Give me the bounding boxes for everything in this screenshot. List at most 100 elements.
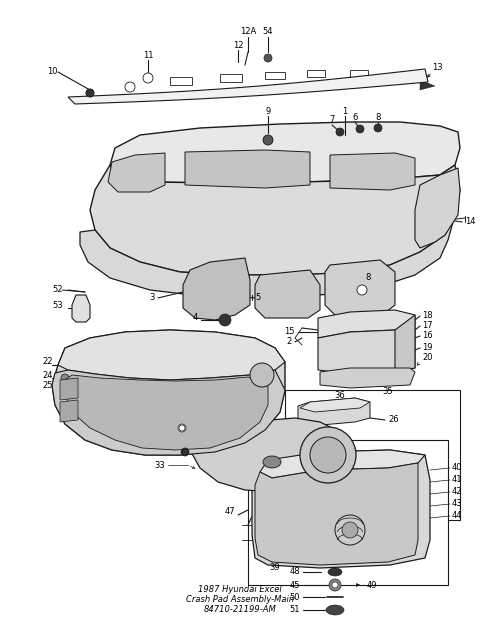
Text: 43: 43	[452, 499, 463, 509]
Text: 28: 28	[318, 436, 329, 444]
Text: 44: 44	[452, 512, 463, 520]
Text: 25: 25	[42, 381, 52, 389]
Polygon shape	[420, 80, 435, 90]
Polygon shape	[330, 153, 415, 190]
Circle shape	[336, 128, 344, 136]
Circle shape	[178, 424, 186, 432]
Circle shape	[250, 363, 274, 387]
Text: 30: 30	[318, 454, 329, 462]
Polygon shape	[72, 295, 90, 322]
Text: 29: 29	[318, 444, 328, 454]
Ellipse shape	[326, 605, 344, 615]
Text: 84710-21199-AM: 84710-21199-AM	[204, 605, 276, 615]
Text: 53: 53	[52, 301, 62, 310]
Polygon shape	[190, 418, 358, 492]
Polygon shape	[185, 150, 310, 188]
Circle shape	[263, 135, 273, 145]
Circle shape	[374, 124, 382, 132]
Polygon shape	[252, 450, 430, 568]
Text: 12: 12	[233, 41, 243, 49]
Circle shape	[143, 73, 153, 83]
Circle shape	[357, 285, 367, 295]
Text: 40: 40	[452, 464, 463, 472]
Bar	[248, 440, 448, 585]
Text: 21: 21	[155, 436, 165, 444]
Text: 3: 3	[150, 293, 155, 303]
Polygon shape	[395, 315, 415, 372]
Text: 45: 45	[289, 580, 300, 590]
Text: 48: 48	[289, 567, 300, 577]
Text: 9: 9	[265, 107, 271, 117]
Circle shape	[86, 89, 94, 97]
Text: 20: 20	[422, 354, 432, 363]
Text: 36: 36	[335, 391, 346, 399]
Text: 23: 23	[237, 358, 247, 366]
Text: 12A: 12A	[240, 27, 256, 36]
Bar	[350, 70, 368, 77]
Text: 14: 14	[465, 218, 476, 227]
Text: 54: 54	[263, 27, 273, 36]
Polygon shape	[68, 69, 428, 104]
Polygon shape	[300, 398, 370, 412]
Circle shape	[264, 54, 272, 62]
Circle shape	[179, 425, 185, 431]
Text: 38: 38	[249, 447, 260, 457]
Circle shape	[181, 448, 189, 456]
Ellipse shape	[328, 568, 342, 576]
Polygon shape	[183, 258, 250, 320]
Bar	[285, 390, 460, 520]
Polygon shape	[60, 400, 78, 422]
Text: 5: 5	[255, 293, 260, 303]
Bar	[220, 74, 242, 82]
Circle shape	[125, 82, 135, 92]
Text: 1: 1	[342, 107, 348, 117]
Polygon shape	[110, 122, 460, 183]
Polygon shape	[60, 378, 78, 400]
Text: 26: 26	[388, 416, 398, 424]
Text: 47: 47	[224, 507, 235, 517]
Polygon shape	[260, 450, 425, 478]
Circle shape	[335, 515, 365, 545]
Circle shape	[332, 582, 338, 588]
Circle shape	[61, 374, 69, 382]
Text: 6: 6	[352, 114, 358, 122]
Text: 34: 34	[155, 447, 165, 457]
Text: 19: 19	[422, 343, 432, 353]
Text: 10: 10	[47, 67, 57, 77]
Text: 18: 18	[422, 311, 432, 321]
Text: 1987 Hyundai Excel: 1987 Hyundai Excel	[198, 585, 282, 595]
Polygon shape	[108, 153, 165, 192]
Polygon shape	[58, 330, 285, 380]
Circle shape	[86, 89, 94, 97]
Polygon shape	[65, 375, 268, 450]
Text: 2: 2	[287, 338, 292, 346]
Text: 16: 16	[422, 331, 432, 341]
Circle shape	[342, 522, 358, 538]
Text: 4: 4	[193, 313, 198, 323]
Text: 46: 46	[350, 524, 360, 532]
Text: 11: 11	[143, 51, 153, 59]
Polygon shape	[52, 370, 285, 455]
Circle shape	[219, 314, 231, 326]
Text: 8: 8	[365, 273, 371, 283]
Polygon shape	[52, 330, 285, 455]
Circle shape	[300, 427, 356, 483]
Circle shape	[310, 437, 346, 473]
Ellipse shape	[263, 456, 281, 468]
Circle shape	[329, 579, 341, 591]
Text: Crash Pad Assembly-Main: Crash Pad Assembly-Main	[186, 595, 294, 605]
Text: 7: 7	[329, 115, 335, 125]
Text: 39: 39	[270, 563, 280, 572]
Text: 42: 42	[452, 487, 463, 497]
Polygon shape	[318, 330, 415, 374]
Text: 13: 13	[432, 64, 443, 72]
Circle shape	[182, 449, 188, 455]
Text: 24: 24	[42, 371, 52, 379]
Polygon shape	[318, 310, 415, 338]
Polygon shape	[298, 398, 370, 426]
Text: 22: 22	[42, 358, 52, 366]
Bar	[307, 70, 325, 77]
Text: 35: 35	[383, 388, 393, 396]
Text: 52: 52	[52, 286, 62, 295]
Text: 33: 33	[154, 461, 165, 469]
